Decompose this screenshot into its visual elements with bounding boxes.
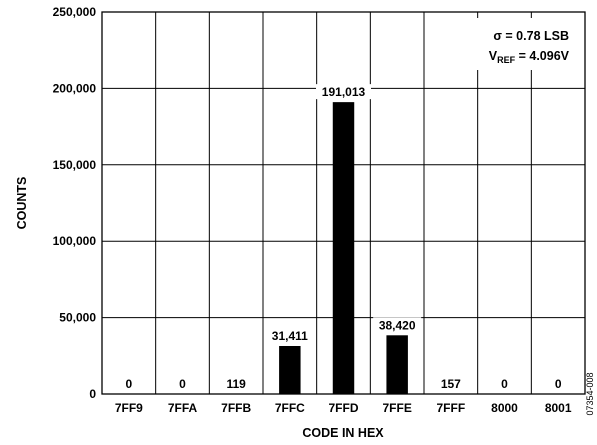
vref-annotation: VREF = 4.096V bbox=[489, 49, 570, 65]
x-tick-label: 7FF9 bbox=[115, 401, 143, 415]
grid-lines bbox=[102, 12, 585, 394]
y-tick-label: 100,000 bbox=[53, 234, 97, 248]
bar bbox=[279, 346, 301, 394]
x-tick-label: 7FFB bbox=[221, 401, 251, 415]
value-label-backdrop bbox=[373, 317, 422, 333]
value-label: 157 bbox=[441, 377, 461, 391]
annotation-box bbox=[450, 18, 578, 70]
y-tick-label: 250,000 bbox=[53, 5, 97, 19]
value-labels: 0 0 119 31,411 191,013 38,420 157 0 0 bbox=[122, 84, 565, 391]
value-label: 119 bbox=[226, 377, 246, 391]
x-tick-label: 7FFA bbox=[168, 401, 198, 415]
x-tick-label: 8000 bbox=[491, 401, 518, 415]
value-label: 0 bbox=[555, 377, 562, 391]
value-label: 38,420 bbox=[379, 318, 416, 332]
x-tick-label: 7FFC bbox=[275, 401, 305, 415]
bars bbox=[225, 102, 462, 394]
value-label: 0 bbox=[125, 377, 132, 391]
y-axis-title: COUNTS bbox=[15, 177, 29, 230]
bar bbox=[386, 335, 408, 394]
value-label: 191,013 bbox=[322, 85, 366, 99]
bar bbox=[332, 102, 355, 394]
x-axis-title: CODE IN HEX bbox=[302, 426, 384, 440]
value-label-backdrop bbox=[265, 328, 314, 344]
value-label-backdrop bbox=[122, 376, 136, 391]
x-tick-labels: 7FF9 7FFA 7FFB 7FFC 7FFD 7FFE 7FFF 8000 8001 bbox=[115, 401, 572, 415]
y-tick-label: 50,000 bbox=[59, 311, 96, 325]
value-label: 0 bbox=[501, 377, 508, 391]
y-tick-label: 0 bbox=[89, 387, 96, 401]
y-tick-labels: 0 50,000 100,000 150,000 200,000 250,000 bbox=[53, 5, 97, 401]
x-tick-label: 8001 bbox=[545, 401, 572, 415]
value-label-backdrop bbox=[176, 376, 189, 391]
x-tick-label: 7FFF bbox=[436, 401, 465, 415]
value-label-backdrop bbox=[498, 376, 511, 391]
value-label: 0 bbox=[179, 377, 186, 391]
figure-id: 07354-008 bbox=[585, 372, 595, 415]
sigma-annotation: σ = 0.78 LSB bbox=[493, 29, 569, 43]
value-label-backdrop bbox=[316, 84, 371, 100]
y-tick-label: 200,000 bbox=[53, 81, 97, 95]
x-tick-label: 7FFD bbox=[329, 401, 359, 415]
value-label: 31,411 bbox=[272, 329, 308, 343]
value-label-backdrop bbox=[437, 375, 465, 391]
y-tick-label: 150,000 bbox=[53, 158, 97, 172]
x-tick-label: 7FFE bbox=[382, 401, 411, 415]
value-label-backdrop bbox=[222, 375, 250, 391]
value-label-backdrop bbox=[551, 376, 565, 391]
